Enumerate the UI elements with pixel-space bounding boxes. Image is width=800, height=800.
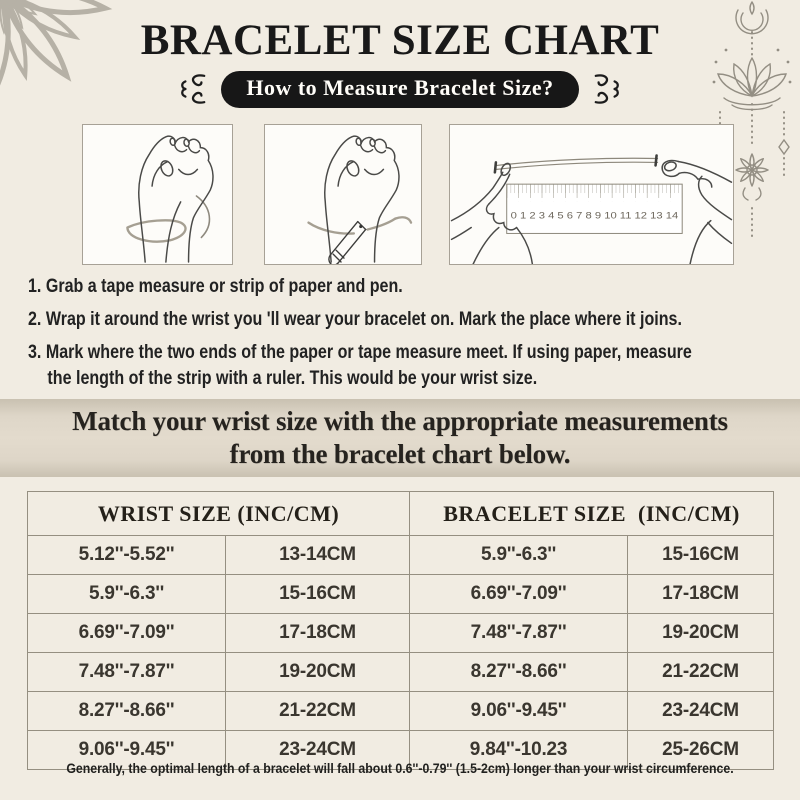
wrist-inch-cell: 9.06''-9.45'': [27, 730, 226, 770]
banner-line-1: Match your wrist size with the appropria…: [72, 406, 728, 437]
wrist-cm-cell: 15-16CM: [224, 574, 411, 614]
table-header-row: WRIST SIZE (INC/CM) BRACELET SIZE (INC/C…: [26, 491, 775, 536]
bracelet-size-header: BRACELET SIZE (INC/CM): [409, 491, 775, 536]
flourish-right-icon: [594, 74, 619, 104]
bracelet-cm-cell: 17-18CM: [627, 574, 775, 614]
bracelet-inch-cell: 5.9''-6.3'': [409, 535, 629, 575]
wrist-inch-cell: 5.9''-6.3'': [27, 574, 226, 614]
table-row: 5.9''-6.3'' 15-16CM 6.69''-7.09'' 17-18C…: [27, 574, 775, 614]
ruler-numbers: 0 1 2 3 4 5 6 7 8 9 10 11 12 13 14: [511, 211, 679, 221]
instruction-line: 3. Mark where the two ends of the paper …: [28, 342, 692, 363]
subtitle-row: How to Measure Bracelet Size?: [0, 69, 800, 109]
wrist-inch-cell: 5.12''-5.52'': [27, 535, 226, 575]
bracelet-inch-cell: 7.48''-7.87'': [409, 613, 629, 653]
wrap-tape-hand-icon: [126, 135, 214, 263]
table-row: 9.06''-9.45'' 23-24CM 9.84''-10.23 25-26…: [27, 730, 775, 770]
table-row: 7.48''-7.87'' 19-20CM 8.27''-8.66'' 21-2…: [27, 652, 775, 692]
bracelet-inch-cell: 9.06''-9.45'': [409, 691, 629, 731]
wrist-size-header: WRIST SIZE (INC/CM): [26, 491, 411, 536]
wrist-cm-cell: 19-20CM: [224, 652, 411, 692]
instruction-line: 1. Grab a tape measure or strip of paper…: [28, 276, 403, 297]
illustration-row: 0 1 2 3 4 5 6 7 8 9 10 11 12 13 14: [82, 124, 742, 265]
bracelet-cm-cell: 21-22CM: [627, 652, 775, 692]
wrist-inch-cell: 8.27''-8.66'': [27, 691, 226, 731]
lotus-mandala-icon: [0, 0, 113, 105]
bracelet-inch-cell: 6.69''-7.09'': [409, 574, 629, 614]
subtitle-pill: How to Measure Bracelet Size?: [221, 70, 579, 108]
wrist-inch-cell: 7.48''-7.87'': [27, 652, 226, 692]
footer-note: Generally, the optimal length of a brace…: [66, 760, 734, 776]
table-row: 8.27''-8.66'' 21-22CM 9.06''-9.45'' 23-2…: [27, 691, 775, 731]
instruction-line-continuation: the length of the strip with a ruler. Th…: [47, 368, 538, 389]
bracelet-inch-cell: 8.27''-8.66'': [409, 652, 629, 692]
table-row: 6.69''-7.09'' 17-18CM 7.48''-7.87'' 19-2…: [27, 613, 775, 653]
wrist-cm-cell: 13-14CM: [224, 535, 411, 575]
table-row: 5.12''-5.52'' 13-14CM 5.9''-6.3'' 15-16C…: [27, 535, 775, 575]
illustration-tape-around-wrist: [82, 124, 233, 265]
pen-marking-hand-icon: [307, 135, 413, 264]
match-banner: Match your wrist size with the appropria…: [0, 399, 800, 477]
wrist-cm-cell: 17-18CM: [224, 613, 411, 653]
illustration-measure-with-ruler: 0 1 2 3 4 5 6 7 8 9 10 11 12 13 14: [449, 124, 734, 265]
bracelet-cm-cell: 25-26CM: [627, 730, 775, 770]
hands-ruler-icon: 0 1 2 3 4 5 6 7 8 9 10 11 12 13 14: [450, 154, 733, 264]
bracelet-cm-cell: 19-20CM: [627, 613, 775, 653]
bracelet-cm-cell: 15-16CM: [627, 535, 775, 575]
bracelet-inch-cell: 9.84''-10.23: [409, 730, 629, 770]
wrist-cm-cell: 23-24CM: [224, 730, 411, 770]
bracelet-cm-cell: 23-24CM: [627, 691, 775, 731]
page-title: BRACELET SIZE CHART: [140, 17, 660, 64]
instruction-list: 1. Grab a tape measure or strip of paper…: [28, 274, 772, 392]
wrist-inch-cell: 6.69''-7.09'': [27, 613, 226, 653]
size-table: WRIST SIZE (INC/CM) BRACELET SIZE (INC/C…: [26, 491, 775, 770]
illustration-mark-wrist-with-pen: [264, 124, 422, 265]
banner-line-2: from the bracelet chart below.: [229, 439, 571, 469]
wrist-cm-cell: 21-22CM: [224, 691, 411, 731]
instruction-line: 2. Wrap it around the wrist you 'll wear…: [28, 309, 682, 330]
flourish-left-icon: [181, 74, 206, 104]
